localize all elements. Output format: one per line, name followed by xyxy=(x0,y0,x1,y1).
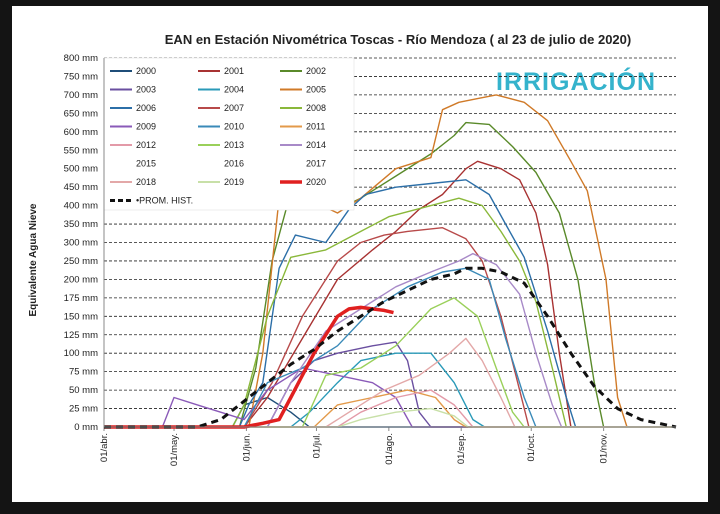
y-axis-ticks: 0 mm 25 mm 50 mm 75 mm 100 mm 125 mm 150 mm 175… xyxy=(64,53,98,433)
x-tick-label: 01/sep. xyxy=(456,433,467,464)
x-tick-label: 01/oct. xyxy=(526,433,537,462)
legend-label: 2002 xyxy=(306,66,326,76)
y-tick-label: 300 mm xyxy=(64,238,98,249)
series-line-2020 xyxy=(104,305,394,429)
series-line-prom-hist- xyxy=(104,266,677,429)
legend-label: 2010 xyxy=(224,122,244,132)
legend-label: •PROM. HIST. xyxy=(136,196,193,206)
legend-box xyxy=(103,57,355,211)
y-tick-label: 650 mm xyxy=(64,108,98,119)
y-tick-label: 500 mm xyxy=(64,164,98,175)
x-tick-label: 01/abr. xyxy=(99,433,110,462)
legend-label: 2004 xyxy=(224,85,244,95)
y-tick-label: 450 mm xyxy=(64,182,98,193)
legend-label: 2015 xyxy=(136,159,156,169)
legend-label: 2000 xyxy=(136,66,156,76)
y-tick-label: 50 mm xyxy=(69,385,98,396)
legend-label: 2018 xyxy=(136,177,156,187)
y-axis-label: Equivalente Agua Nieve xyxy=(28,203,39,316)
y-tick-label: 125 mm xyxy=(64,330,98,341)
series-line-2006 xyxy=(104,179,676,428)
y-tick-label: 750 mm xyxy=(64,71,98,82)
legend-label: 2008 xyxy=(306,103,326,113)
legend-label: 2012 xyxy=(136,140,156,150)
series-line-2008 xyxy=(104,197,676,428)
legend-label: 2007 xyxy=(224,103,244,113)
legend-label: 2003 xyxy=(136,85,156,95)
series-line-2010 xyxy=(104,267,676,428)
x-axis-ticks: 01/abr. 01/may. 01/jun. 01/jul. 01/ago. 01/se… xyxy=(99,427,610,466)
chart: EAN en Estación Nivométrica Toscas - Río… xyxy=(28,32,677,466)
legend-label: 2019 xyxy=(224,177,244,187)
legend-label: 2014 xyxy=(306,140,326,150)
chart-card: EAN en Estación Nivométrica Toscas - Río… xyxy=(12,6,708,502)
y-tick-label: 250 mm xyxy=(64,256,98,267)
x-tick-label: 01/jun. xyxy=(241,433,252,462)
y-tick-label: 0 mm xyxy=(74,422,98,433)
y-tick-label: 150 mm xyxy=(64,311,98,322)
series-line-2007 xyxy=(104,226,676,428)
series-line-2009 xyxy=(104,367,676,428)
y-tick-label: 700 mm xyxy=(64,90,98,101)
y-tick-label: 100 mm xyxy=(64,348,98,359)
legend-label: 2017 xyxy=(306,159,326,169)
legend-label: 2020 xyxy=(306,177,326,187)
irrigacion-logo: IRRIGACIÓN xyxy=(496,66,656,96)
x-tick-label: 01/ago. xyxy=(384,433,395,465)
y-tick-label: 550 mm xyxy=(64,145,98,156)
legend: 2000 2001 2002 2003 2004 2005 2006 2007 2008 2009… xyxy=(110,66,326,206)
y-tick-label: 200 mm xyxy=(64,274,98,285)
series-line-2002 xyxy=(104,121,676,428)
y-tick-label: 400 mm xyxy=(64,201,98,212)
legend-label: 2005 xyxy=(306,85,326,95)
series-line-2004 xyxy=(104,352,676,428)
legend-label: 2013 xyxy=(224,140,244,150)
legend-label: 2011 xyxy=(306,122,325,132)
y-tick-label: 75 mm xyxy=(69,367,98,378)
legend-label: 2001 xyxy=(224,66,244,76)
legend-label: 2009 xyxy=(136,122,156,132)
y-tick-label: 175 mm xyxy=(64,293,98,304)
legend-label: 2006 xyxy=(136,103,156,113)
legend-label: 2016 xyxy=(224,159,244,169)
series-line-2012 xyxy=(104,389,676,428)
x-tick-label: 01/may. xyxy=(169,433,180,466)
y-tick-label: 25 mm xyxy=(69,404,98,415)
series-line-2013 xyxy=(104,297,676,428)
series-line-2018 xyxy=(104,337,676,428)
series-line-2019 xyxy=(104,407,676,428)
x-tick-label: 01/nov. xyxy=(599,433,610,463)
x-tick-label: 01/jul. xyxy=(311,433,322,458)
y-tick-label: 600 mm xyxy=(64,127,98,138)
y-tick-label: 800 mm xyxy=(64,53,98,64)
chart-title: EAN en Estación Nivométrica Toscas - Río… xyxy=(165,32,631,47)
y-tick-label: 350 mm xyxy=(64,219,98,230)
series-line-2014 xyxy=(104,252,676,428)
series-line-2011 xyxy=(104,389,676,428)
